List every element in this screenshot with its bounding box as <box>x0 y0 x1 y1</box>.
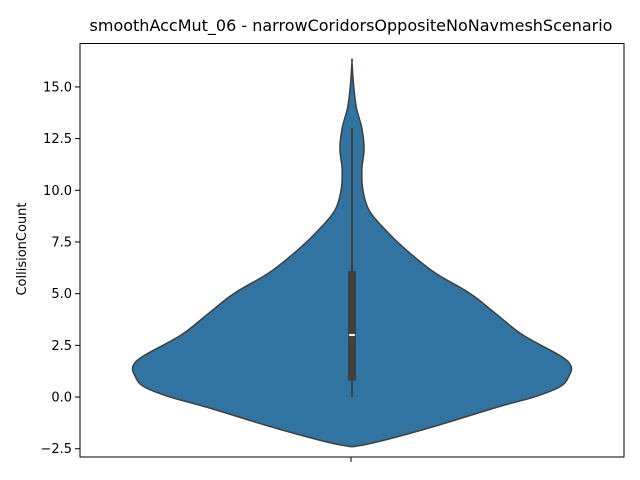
y-tick-label: 15.0 <box>43 80 72 95</box>
axes-frame <box>79 43 625 458</box>
y-tick-label: 12.5 <box>43 132 72 147</box>
y-axis-label: CollisionCount <box>15 202 30 295</box>
y-tick-label: 10.0 <box>43 184 72 199</box>
chart-title: smoothAccMut_06 - narrowCoridorsOpposite… <box>90 16 613 36</box>
y-tick-label: 7.5 <box>51 235 72 250</box>
y-tick-label: 0.0 <box>51 391 72 406</box>
y-tick-label: −2.5 <box>40 442 72 457</box>
box-iqr <box>348 270 356 381</box>
plot-area <box>131 58 573 448</box>
y-tick-label: 2.5 <box>51 339 72 354</box>
y-axis-ticks: −2.5 0.0 2.5 5.0 7.5 10.0 12.5 15.0 <box>40 80 80 457</box>
y-tick-label: 5.0 <box>51 287 72 302</box>
